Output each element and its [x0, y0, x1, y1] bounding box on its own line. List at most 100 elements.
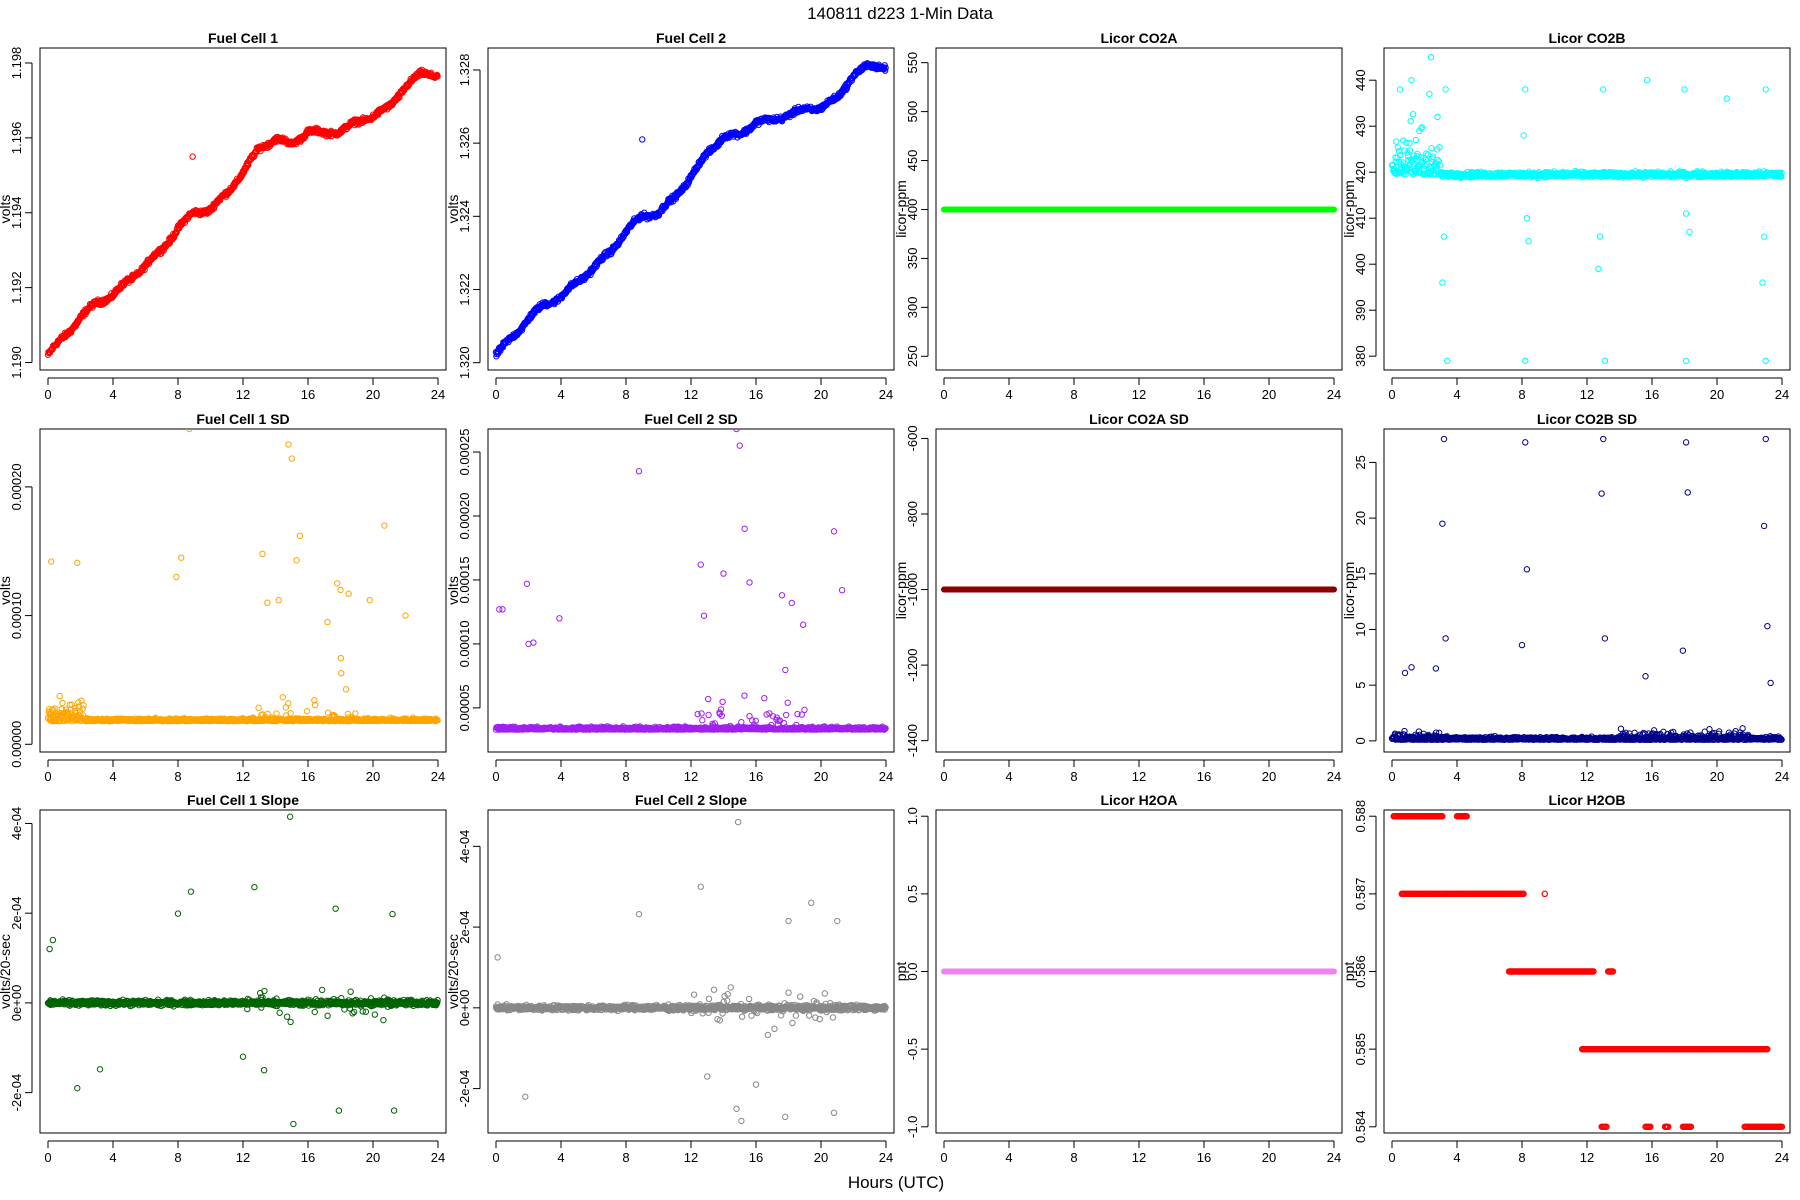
- data-point: [1596, 233, 1604, 240]
- data-point: [434, 73, 441, 80]
- y-tick-label: 440: [1353, 69, 1368, 91]
- data-point: [1403, 139, 1410, 146]
- x-tick-label: 4: [109, 387, 116, 402]
- data-point: [752, 717, 759, 725]
- x-tick-label: 24: [1327, 387, 1341, 402]
- y-tick-label: 380: [1353, 345, 1368, 367]
- x-tick-label: 24: [431, 769, 445, 784]
- data-point: [1681, 86, 1688, 93]
- data-point: [719, 698, 726, 706]
- x-tick-label: 24: [431, 387, 445, 402]
- data-point: [1405, 162, 1412, 169]
- data-point: [798, 711, 805, 718]
- data-point: [59, 699, 66, 707]
- x-tick-label: 12: [236, 387, 250, 402]
- data-point: [1522, 86, 1529, 93]
- data-point: [1759, 279, 1766, 286]
- x-tick-label: 16: [301, 387, 315, 402]
- y-tick-label: 1.320: [457, 346, 472, 379]
- data-point: [74, 559, 81, 567]
- data-point: [794, 710, 801, 718]
- plot-frame: [1383, 47, 1791, 371]
- x-tick-label: 8: [1518, 387, 1525, 402]
- data-point: [324, 618, 331, 626]
- y-axis-label: volts: [0, 195, 13, 224]
- data-point: [255, 704, 262, 711]
- data-point: [1520, 132, 1527, 139]
- x-tick-label: 16: [749, 387, 763, 402]
- data-point: [296, 532, 304, 540]
- data-point: [366, 596, 373, 604]
- data-point: [288, 455, 295, 462]
- data-point: [1414, 150, 1421, 158]
- y-tick-label: 500: [905, 101, 920, 123]
- data-point: [1407, 117, 1414, 125]
- y-tick-label: 0.00020: [9, 463, 24, 510]
- data-point: [1762, 86, 1769, 93]
- plot-frame: [935, 47, 1343, 371]
- data-point: [49, 706, 57, 713]
- x-tick-label: 20: [814, 769, 828, 784]
- x-tick-label: 0: [492, 387, 499, 402]
- data-point: [1444, 357, 1451, 364]
- data-point: [1406, 140, 1413, 147]
- data-point: [80, 702, 87, 709]
- series-fc2sd: [492, 429, 889, 733]
- data-point: [279, 694, 286, 701]
- data-point: [1412, 136, 1419, 144]
- data-point: [337, 586, 344, 594]
- y-tick-label: 300: [905, 297, 920, 319]
- data-point: [338, 670, 345, 677]
- data-point: [381, 522, 388, 529]
- data-point: [186, 429, 193, 433]
- data-point: [1437, 161, 1444, 169]
- data-point: [1417, 170, 1424, 177]
- x-tick-label: 20: [814, 387, 828, 402]
- data-point: [275, 596, 282, 604]
- data-point: [1396, 86, 1404, 93]
- series-co2b: [1388, 54, 1785, 364]
- data-point: [716, 710, 724, 718]
- data-point: [311, 697, 318, 704]
- data-point: [1396, 152, 1404, 159]
- data-point: [1408, 77, 1415, 84]
- data-point: [1434, 156, 1441, 164]
- data-point: [698, 710, 705, 717]
- data-point: [639, 136, 646, 143]
- data-point: [1600, 86, 1607, 93]
- x-tick-label: 0: [44, 769, 51, 784]
- x-tick-label: 20: [1262, 387, 1276, 402]
- plot-frame: [487, 428, 895, 753]
- x-axis: 0 4 8 12 16 20 24: [44, 377, 445, 402]
- data-point: [882, 64, 889, 71]
- data-point: [784, 699, 791, 706]
- y-tick-label: 1.326: [457, 127, 472, 160]
- data-point: [293, 557, 300, 564]
- x-tick-label: 20: [366, 387, 380, 402]
- panel-title: Fuel Cell 2 SD: [644, 411, 737, 427]
- data-point: [782, 711, 790, 719]
- data-point: [79, 705, 86, 712]
- x-tick-label: 4: [109, 769, 116, 784]
- data-point: [434, 717, 441, 724]
- y-tick-label: 350: [905, 248, 920, 270]
- x-tick-label: 0: [940, 387, 947, 402]
- data-point: [1424, 151, 1432, 158]
- figure-title: 140811 d223 1-Min Data: [807, 4, 993, 23]
- data-point: [1412, 169, 1420, 176]
- data-point: [1392, 158, 1400, 165]
- panel-title: Licor CO2A: [1100, 30, 1177, 46]
- data-point: [1723, 95, 1730, 102]
- data-point: [402, 612, 409, 619]
- y-tick-label: 0.00015: [457, 556, 472, 603]
- data-point: [705, 711, 712, 719]
- data-point: [1522, 357, 1529, 364]
- y-tick-label: 1.328: [457, 54, 472, 87]
- data-point: [1429, 153, 1437, 160]
- data-point: [1682, 210, 1690, 217]
